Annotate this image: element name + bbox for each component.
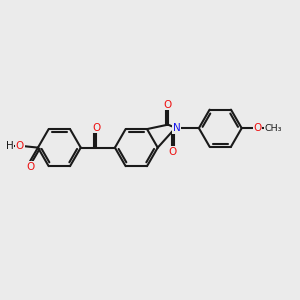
Text: O: O — [16, 141, 24, 151]
Text: O: O — [168, 147, 176, 157]
Text: CH₃: CH₃ — [265, 124, 282, 133]
Text: O: O — [92, 123, 100, 133]
Text: O: O — [164, 100, 172, 110]
Text: H: H — [5, 141, 13, 151]
Text: O: O — [253, 123, 262, 133]
Text: N: N — [172, 123, 180, 133]
Text: O: O — [26, 162, 34, 172]
